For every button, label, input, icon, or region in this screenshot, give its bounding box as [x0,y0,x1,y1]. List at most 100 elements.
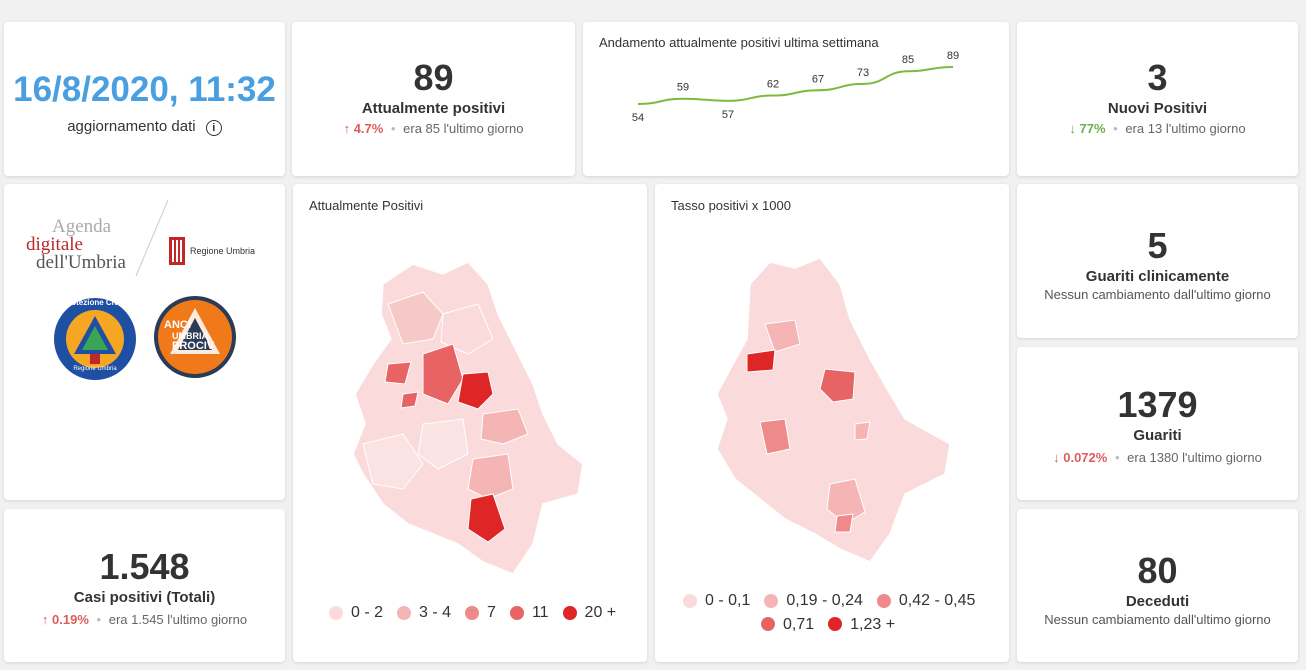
legend-label: 0 - 2 [351,604,384,621]
map-tasso-card: Tasso positivi x 1000 0 - 0,1 0,19 - 0,24… [655,184,1009,662]
legend-swatch [761,617,775,631]
delta-pct: 4.7% [353,121,384,136]
anci-line2: UMBRIA [172,330,208,341]
delta-prev: era 1380 [1127,450,1179,465]
agenda-line2: digitale [26,234,83,256]
legend-item: 0 - 0,1 [683,590,750,611]
casi-totali-delta: ↑ 0.19% • era 1.545 l'ultimo giorno [4,612,285,627]
legend-label: 1,23 + [850,615,896,633]
update-card: 16/8/2020, 11:32 aggiornamento dati i [4,22,285,176]
guariti-delta: ↓ 0.072% • era 1380 l'ultimo giorno [1017,450,1298,465]
legend-item: 3 - 4 [397,604,451,622]
legend-item: 1,23 + [828,614,895,635]
regione-umbria-emblem-icon [169,237,185,265]
anci-line1: ANCI [164,319,191,331]
anci-line3: PROCIV [172,339,215,352]
guariti-value: 1379 [1117,384,1198,425]
legend-label: 7 [487,604,496,621]
delta-prev: era 85 [403,121,441,136]
separator-dot: • [1114,450,1120,465]
trend-chart: 54 59 57 62 67 73 85 89 [632,50,959,124]
legend-label: 20 + [584,604,617,621]
casi-totali-value: 1.548 [99,546,190,587]
agenda-line1: Agenda [52,216,112,237]
legend-item: 7 [465,604,496,622]
logo-divider [135,199,169,277]
info-icon[interactable]: i [205,120,222,136]
trend-data-label: 54 [632,112,644,124]
legend-swatch [764,593,779,608]
trend-data-label: 67 [812,73,824,85]
protezione-civile-logo[interactable] [52,296,138,382]
separator-dot: • [390,121,396,136]
guariti-clinicamente-card: 5 Guariti clinicamente Nessun cambiament… [1017,184,1298,338]
deceduti-label: Deceduti [1125,593,1190,610]
delta-period: l'ultimo giorno [167,612,248,627]
delta-period: l'ultimo giorno [1165,121,1246,136]
anci-umbria-prociv-logo[interactable] [152,294,238,380]
attualmente-positivi-delta: ↑ 4.7% • era 85 l'ultimo giorno [292,121,575,136]
legend-label: 3 - 4 [419,604,452,621]
arrow-down-icon: ↓ [1069,121,1076,136]
delta-prev: era 1.545 [108,612,164,627]
agenda-digitale-logo[interactable]: Agenda digitale dell'Umbria [26,216,126,272]
regione-umbria-text: Regione Umbria [190,246,256,256]
umbria-map-tasso[interactable] [655,244,1009,644]
legend-item: 20 + [562,604,617,622]
legend-swatch [876,593,891,608]
deceduti-value: 80 [1137,550,1178,591]
umbria-map-positivi[interactable] [293,244,647,644]
delta-pct: 77% [1079,121,1106,136]
trend-data-label: 85 [902,54,914,66]
arrow-up-icon: ↑ [343,121,351,136]
guariti-clinicamente-value: 5 [1147,225,1168,266]
legend-item: 0,71 [761,614,814,635]
map-positivi-legend: 0 - 2 3 - 4 7 11 20 + [329,604,630,625]
legend-item: 0 - 2 [329,604,383,622]
legend-item: 0,19 - 0,24 [764,590,863,611]
arrow-up-icon: ↑ [41,612,49,627]
anci-text: ANCI UMBRIA PROCIV [164,319,215,353]
separator-dot: • [1113,121,1118,136]
legend-swatch [562,606,577,620]
casi-totali-card: 1.548 Casi positivi (Totali) ↑ 0.19% • e… [4,509,285,662]
trend-card: Andamento attualmente positivi ultima se… [583,22,1009,176]
legend-item: 11 [509,604,549,622]
separator-dot: • [96,612,102,627]
legend-label: 0,42 - 0,45 [898,592,976,609]
guariti-clinicamente-note: Nessun cambiamento dall'ultimo giorno [1044,287,1271,302]
protezione-civile-text: Protezione Civile [62,298,128,307]
protezione-civile-subtext: Regione Umbria [73,366,117,372]
trend-line [637,66,954,105]
delta-period: l'ultimo giorno [443,121,524,136]
legend-label: 0 - 0,1 [705,592,751,609]
legend-swatch [329,606,343,620]
trend-data-label: 59 [677,82,689,94]
trend-data-label: 62 [767,79,779,91]
map-tasso-legend: 0 - 0,1 0,19 - 0,24 0,42 - 0,45 0,71 1,23 + [683,590,1003,637]
map-positivi-title: Attualmente Positivi [309,198,424,213]
legend-swatch [828,617,843,631]
trend-data-label: 89 [947,50,959,62]
update-datetime: 16/8/2020, 11:32 [13,70,276,109]
delta-pct: 0.19% [52,612,89,627]
regione-umbria-logo[interactable]: Regione Umbria [168,236,255,266]
update-label-row: aggiornamento dati i [4,118,285,136]
delta-prev: era 13 [1125,121,1163,136]
trend-data-label: 73 [857,67,869,79]
map-positivi-card: Attualmente Positivi 0 - 2 3 - 4 7 11 20 + [293,184,647,662]
legend-label: 0,71 [783,615,815,633]
legend-swatch [683,593,697,608]
nuovi-positivi-delta: ↓ 77% • era 13 l'ultimo giorno [1017,121,1298,136]
map-tasso-title: Tasso positivi x 1000 [671,198,791,213]
delta-pct: 0.072% [1063,450,1108,465]
logos-card: Agenda digitale dell'Umbria Regione Umbr… [4,184,285,500]
legend-label: 0,19 - 0,24 [786,592,863,609]
delta-period: l'ultimo giorno [1182,450,1262,465]
nuovi-positivi-card: 3 Nuovi Positivi ↓ 77% • era 13 l'ultimo… [1017,22,1298,176]
casi-totali-label: Casi positivi (Totali) [73,589,216,606]
nuovi-positivi-label: Nuovi Positivi [1107,100,1208,117]
nuovi-positivi-value: 3 [1147,57,1168,98]
legend-swatch [465,606,480,620]
deceduti-note: Nessun cambiamento dall'ultimo giorno [1044,612,1271,627]
